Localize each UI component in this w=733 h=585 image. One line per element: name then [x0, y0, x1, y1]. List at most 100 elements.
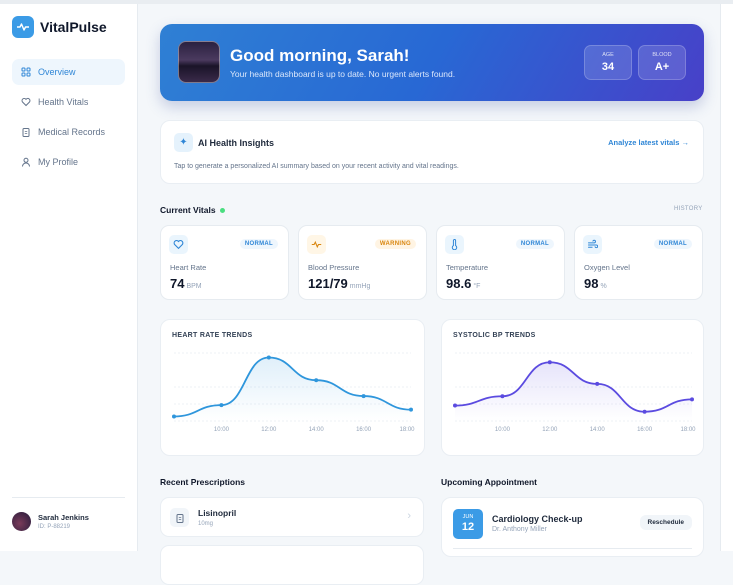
user-icon — [22, 157, 30, 167]
x-tick-label: 18:00 — [399, 427, 415, 433]
x-tick-label: 10:00 — [495, 427, 511, 433]
data-point — [595, 381, 600, 386]
prescription-name: Lisinopril — [198, 508, 237, 518]
grid-icon — [21, 67, 31, 77]
x-tick-label: 10:00 — [214, 427, 230, 433]
clipboard-icon — [22, 128, 30, 137]
clipboard-icon — [170, 508, 189, 527]
sidebar-item-my-profile[interactable]: My Profile — [12, 149, 125, 175]
pulse-icon — [12, 16, 34, 38]
vital-card-oxygen-level[interactable]: NORMAL Oxygen Level 98% — [574, 225, 703, 300]
sidebar: VitalPulse Overview Health Vitals Medica… — [0, 4, 138, 551]
sidebar-item-label: Medical Records — [38, 127, 106, 137]
link-label: Analyze latest vitals — [608, 138, 680, 147]
vital-card-temperature[interactable]: NORMAL Temperature 98.6 °F — [436, 225, 565, 300]
data-point — [219, 403, 224, 408]
x-tick-label: 16:00 — [356, 427, 372, 433]
arrow-right-icon: → — [681, 138, 690, 147]
vital-unit: mmHg — [349, 283, 371, 290]
vital-label: Heart Rate — [170, 263, 207, 272]
blood-stat: BLOOD A+ — [638, 45, 686, 80]
stat-label: BLOOD — [652, 52, 672, 58]
sidebar-item-health-vitals[interactable]: Health Vitals — [12, 89, 125, 115]
vital-value: 98 — [584, 276, 599, 291]
vital-value: 121/79 — [308, 276, 348, 291]
stat-value: A+ — [654, 61, 670, 73]
user-name: Sarah Jenkins — [38, 513, 89, 522]
window-top-strip — [0, 0, 733, 4]
appointment-name: Cardiology Check-up — [492, 514, 583, 524]
divider — [453, 548, 692, 549]
history-link[interactable]: HISTORY — [674, 206, 703, 212]
vital-unit: % — [600, 283, 607, 290]
status-badge: WARNING — [374, 239, 416, 249]
sidebar-item-label: Overview — [38, 67, 76, 77]
stat-label: AGE — [602, 52, 614, 58]
status-badge: NORMAL — [239, 239, 278, 249]
greeting-subtitle: Your health dashboard is up to date. No … — [230, 69, 456, 79]
vital-card-heart-rate[interactable]: NORMAL Heart Rate 74 BPM — [160, 225, 289, 300]
vital-label: Oxygen Level — [584, 263, 630, 272]
heading-text: Current Vitals — [160, 205, 216, 215]
status-badge: NORMAL — [653, 239, 692, 249]
date-day: 12 — [461, 521, 475, 533]
sparkles-icon: ✦ — [174, 133, 193, 152]
date-month: JUN — [462, 514, 474, 520]
data-point — [690, 397, 694, 402]
heart-rate-trends-chart: HEART RATE TRENDS 10:00 12:00 14:00 16:00 18… — [160, 319, 425, 456]
chart-plot: 10:00 12:00 14:00 16:00 18:00 — [172, 352, 415, 433]
recent-prescriptions-heading: Recent Prescriptions — [160, 477, 246, 487]
date-badge: JUN 12 — [453, 509, 483, 539]
x-tick-label: 18:00 — [680, 427, 696, 433]
appointment-card: JUN 12 Cardiology Check-up Dr. Anthony Mi… — [441, 497, 704, 557]
activity-icon — [307, 235, 326, 254]
user-id: ID: P-88219 — [38, 524, 71, 530]
x-tick-label: 14:00 — [590, 427, 606, 433]
upcoming-appointment-heading: Upcoming Appointment — [441, 477, 538, 487]
vital-label: Temperature — [446, 263, 489, 272]
live-indicator — [219, 208, 225, 214]
heart-icon — [169, 235, 188, 254]
data-point — [314, 378, 319, 383]
vital-value: 98.6 — [446, 276, 472, 291]
scrollbar[interactable] — [720, 4, 733, 551]
data-point — [172, 414, 176, 419]
ai-title: AI Health Insights — [198, 138, 275, 148]
prescription-item[interactable] — [160, 545, 424, 585]
vital-unit: BPM — [186, 283, 202, 290]
greeting-title: Good morning, Sarah! — [230, 46, 410, 65]
analyze-vitals-link[interactable]: Analyze latest vitals → — [608, 138, 689, 147]
sidebar-item-label: Health Vitals — [38, 97, 89, 107]
user-profile[interactable]: Sarah Jenkins ID: P-88219 — [12, 497, 125, 531]
sidebar-nav: Overview Health Vitals Medical Records M… — [12, 59, 125, 179]
app-name: VitalPulse — [40, 19, 107, 35]
sidebar-item-overview[interactable]: Overview — [12, 59, 125, 85]
thermometer-icon — [445, 235, 464, 254]
status-badge: NORMAL — [515, 239, 554, 249]
logo[interactable]: VitalPulse — [12, 16, 107, 38]
reschedule-button[interactable]: Reschedule — [639, 515, 692, 530]
ai-insights-card[interactable]: ✦ AI Health Insights Analyze latest vita… — [160, 120, 704, 184]
prescription-item[interactable]: Lisinopril 10mg › — [160, 497, 424, 537]
chart-title: HEART RATE TRENDS — [172, 332, 253, 339]
data-point — [409, 407, 413, 412]
wind-icon — [583, 235, 602, 254]
x-tick-label: 12:00 — [542, 427, 558, 433]
series-area — [455, 362, 692, 421]
series-area — [174, 357, 411, 421]
data-point — [547, 360, 552, 365]
x-tick-label: 14:00 — [309, 427, 325, 433]
vital-card-blood-pressure[interactable]: WARNING Blood Pressure 121/79 mmHg — [298, 225, 427, 300]
vital-value: 74 — [170, 276, 185, 291]
data-point — [453, 403, 457, 408]
age-stat: AGE 34 — [584, 45, 632, 80]
data-point — [361, 394, 366, 399]
x-tick-label: 12:00 — [261, 427, 277, 433]
sidebar-item-label: My Profile — [38, 157, 79, 167]
data-point — [500, 394, 505, 399]
ai-description: Tap to generate a personalized AI summar… — [174, 163, 459, 170]
heart-icon — [21, 97, 31, 107]
x-tick-label: 16:00 — [637, 427, 653, 433]
prescription-dose: 10mg — [198, 521, 214, 527]
sidebar-item-medical-records[interactable]: Medical Records — [12, 119, 125, 145]
